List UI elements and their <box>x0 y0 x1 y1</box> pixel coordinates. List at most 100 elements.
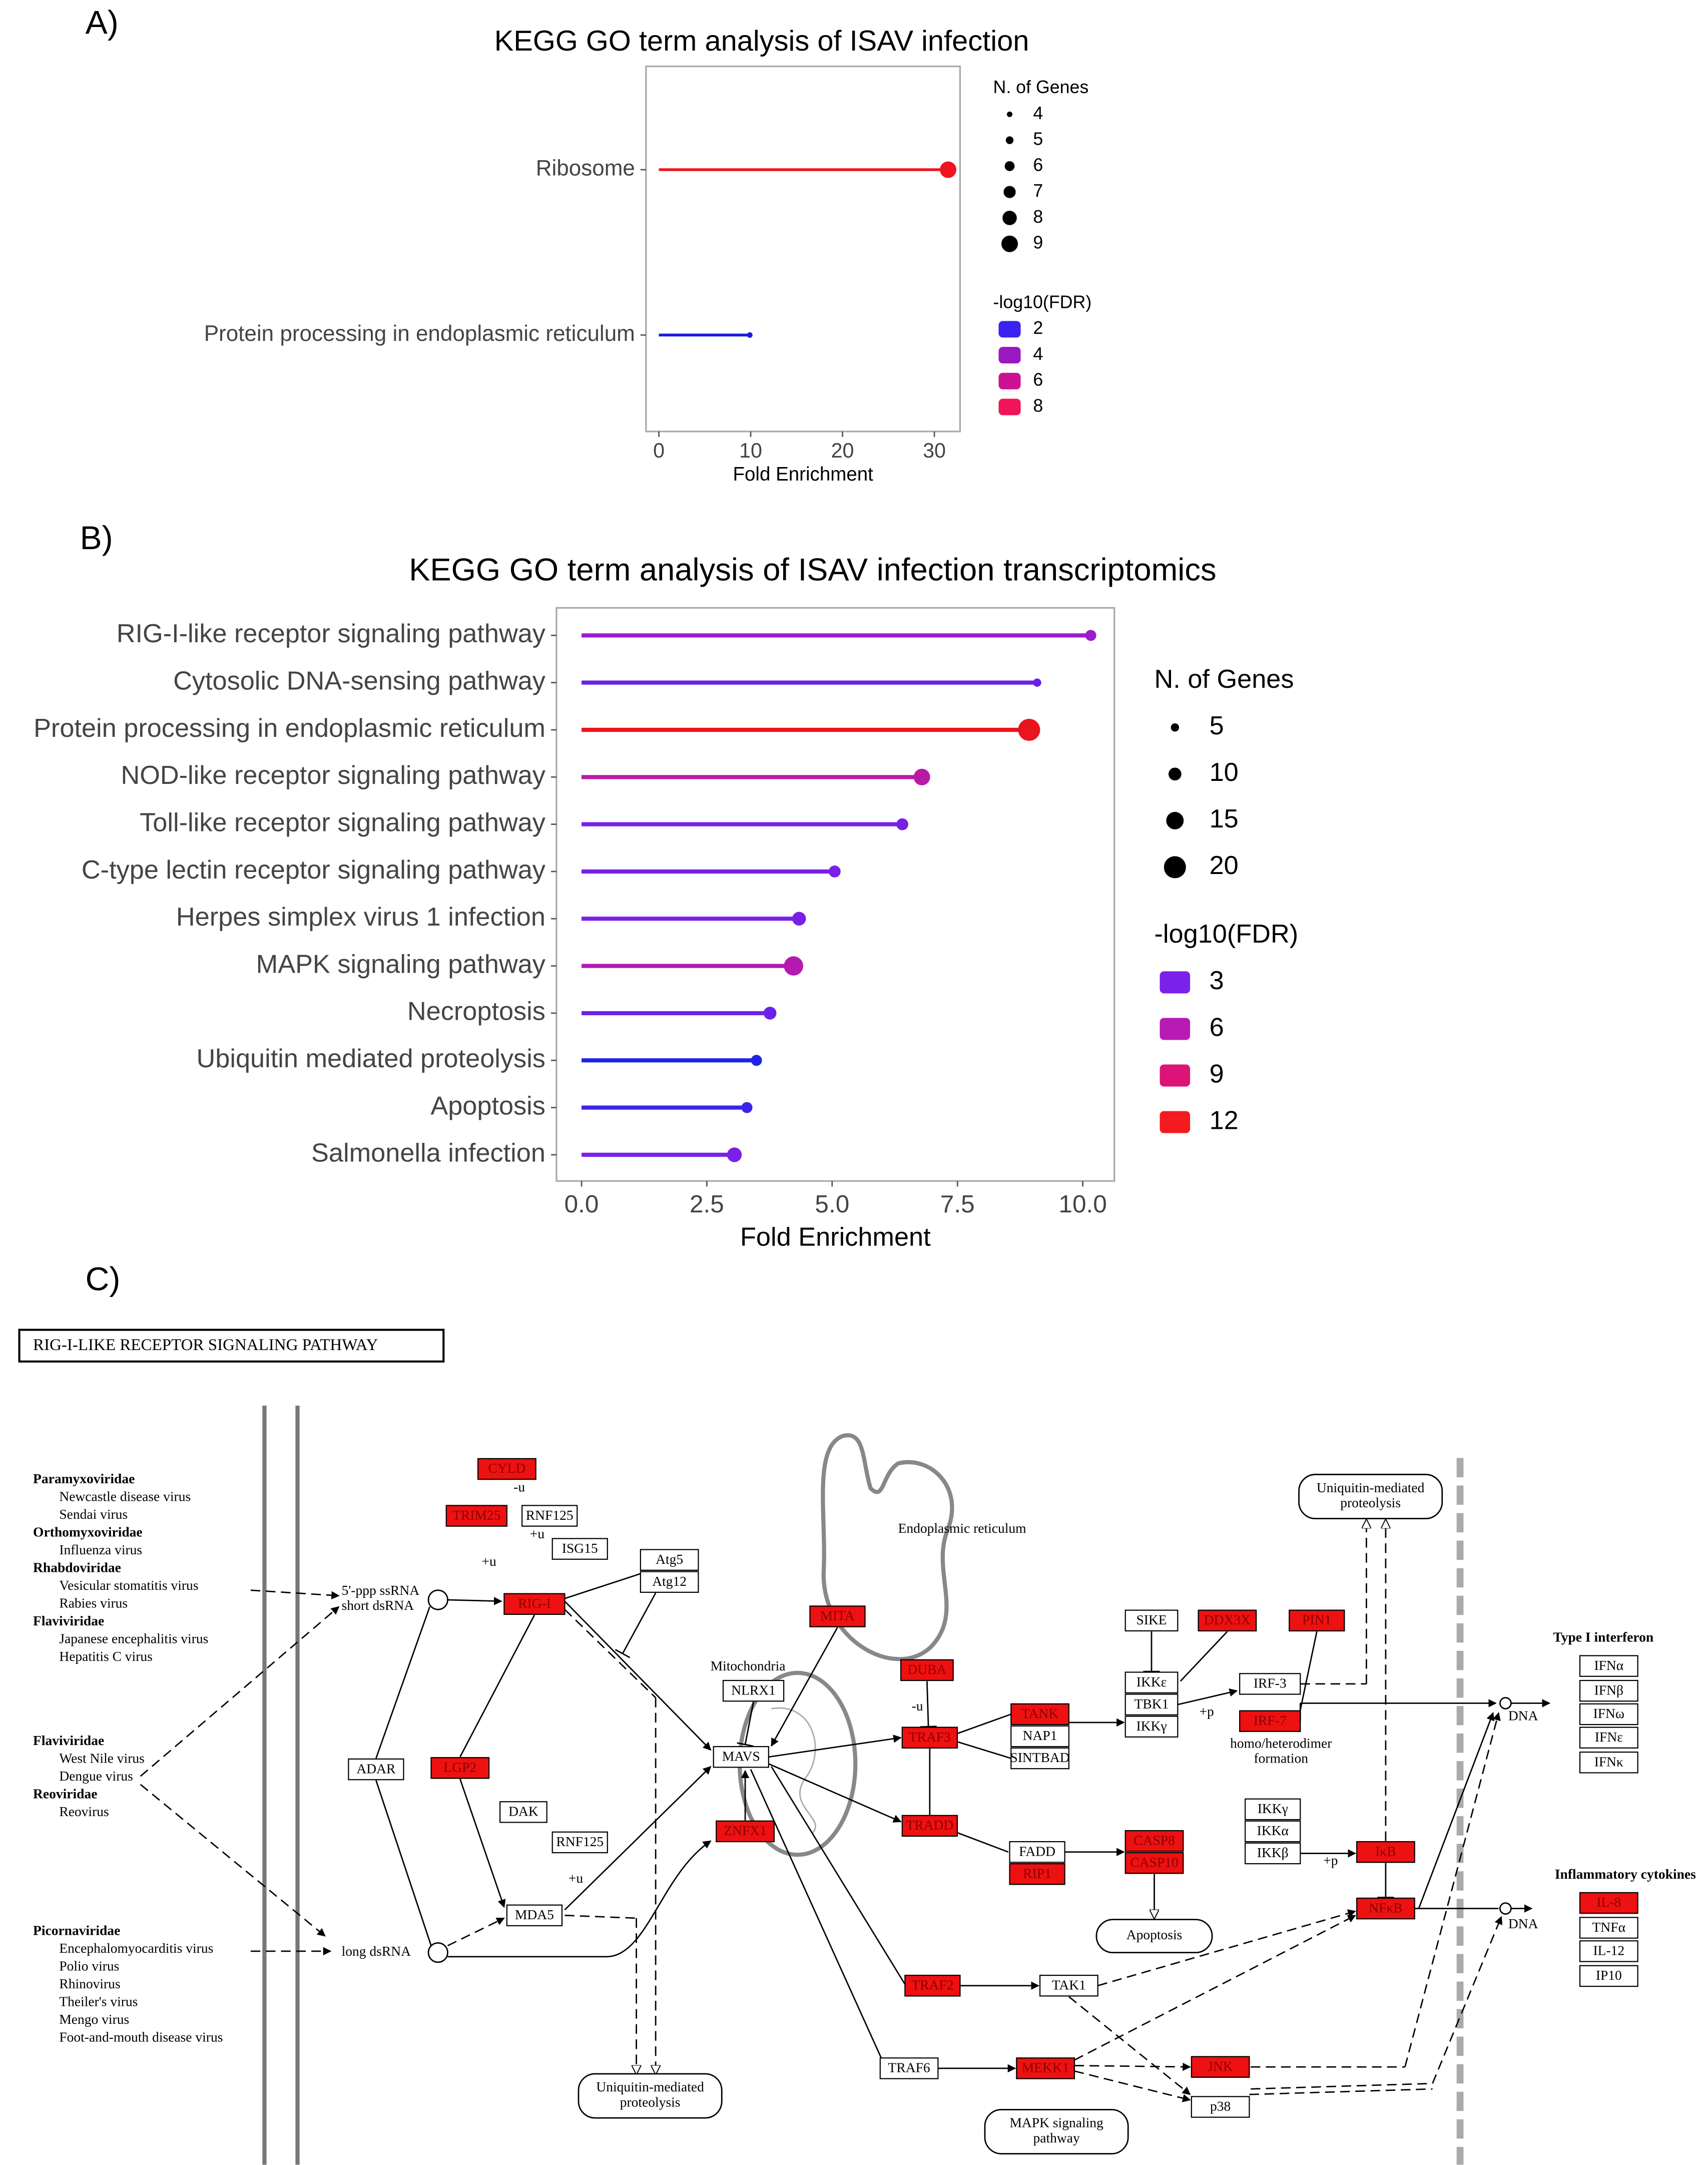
lollipop-head <box>763 1007 777 1020</box>
gene-box <box>1579 1679 1638 1702</box>
legend-size-dot <box>1002 211 1017 225</box>
gene-box <box>1010 1725 1069 1748</box>
gene-label: IFNβ <box>1594 1682 1623 1697</box>
legend-label: 4 <box>1033 344 1043 364</box>
x-tick-label: 2.5 <box>690 1190 724 1218</box>
edge <box>768 1735 902 1758</box>
lollipop-head <box>784 956 803 976</box>
virus-family: Flaviviridae <box>33 1613 104 1628</box>
y-tick-label: Cytosolic DNA-sensing pathway <box>173 666 546 695</box>
x-tick-label: 10.0 <box>1058 1190 1106 1218</box>
gene-label: IKKβ <box>1257 1845 1289 1860</box>
gene-box <box>1356 1897 1415 1920</box>
gene-label: p38 <box>1210 2098 1231 2114</box>
gene-box <box>722 1679 785 1702</box>
gene-label: IKKε <box>1136 1674 1167 1689</box>
diagram-label: Inflammatory cytokines <box>1555 1866 1696 1882</box>
legend-color-swatch <box>1160 1111 1191 1133</box>
gene-box <box>1289 1609 1345 1632</box>
gene-label: NLRX1 <box>731 1682 776 1697</box>
legend-size-dot <box>1168 767 1182 781</box>
gene-label: MEKK1 <box>1022 2060 1069 2075</box>
virus-name: Newcastle disease virus <box>59 1488 191 1504</box>
diagram-label: homo/heterodimer <box>1230 1735 1332 1751</box>
legend-label: 5 <box>1033 129 1043 149</box>
gene-label: MAVS <box>722 1748 760 1764</box>
lollipop-head <box>792 912 806 926</box>
edge <box>564 1609 657 1698</box>
gene-box <box>901 1726 958 1749</box>
edge <box>768 1763 902 1823</box>
lollipop-head <box>1018 718 1040 741</box>
legend-label: 7 <box>1033 181 1043 201</box>
edge <box>564 1600 712 1751</box>
virus-family: Paramyxoviridae <box>33 1471 135 1486</box>
gene-box <box>1124 1830 1184 1852</box>
virus-name: Reovirus <box>59 1804 109 1819</box>
nucleic-acid <box>1499 1902 1512 1915</box>
gene-box <box>901 1815 958 1837</box>
gene-label: TRADD <box>906 1817 953 1833</box>
legend-label: 3 <box>1210 966 1224 995</box>
gene-box <box>1579 1752 1638 1774</box>
gene-label: TRAF3 <box>909 1729 951 1745</box>
gene-label: NAP1 <box>1023 1727 1057 1743</box>
gene-box <box>1579 1703 1638 1725</box>
gene-label: CASP8 <box>1133 1832 1175 1848</box>
plot-panel <box>555 607 1115 1182</box>
legend-size-dot <box>1164 856 1186 879</box>
edge <box>1418 1712 1495 1909</box>
edge <box>926 1681 929 1727</box>
gene-box <box>477 1458 536 1480</box>
lollipop-head <box>896 818 908 830</box>
legend-label: 12 <box>1210 1106 1239 1135</box>
diagram-label: DNA <box>1508 1916 1538 1931</box>
gene-box <box>1124 1609 1179 1632</box>
gene-label: IL-8 <box>1596 1894 1621 1910</box>
gene-box <box>551 1831 608 1854</box>
gene-label: TRAF2 <box>911 1977 953 1992</box>
legend-size-dot <box>1171 723 1180 732</box>
gene-box <box>1009 1841 1065 1863</box>
virus-name: Foot-and-mouth disease virus <box>59 2029 223 2045</box>
y-tick-label: Ubiquitin mediated proteolysis <box>197 1044 545 1073</box>
mitochondria-crista <box>771 1707 817 1834</box>
legend-color-swatch <box>998 321 1021 338</box>
legend-label: 15 <box>1210 804 1239 833</box>
edge <box>1251 2082 1433 2090</box>
lollipop-head <box>747 332 753 338</box>
pathway-box <box>1298 1474 1443 1520</box>
nucleic-acid <box>427 1589 448 1610</box>
lollipop-head <box>1085 630 1096 641</box>
lollipop-head <box>913 768 930 785</box>
edge <box>750 1769 882 2059</box>
gene-label: ZNFX1 <box>724 1823 767 1838</box>
y-tick-label: Protein processing in endoplasmic reticu… <box>34 714 545 743</box>
edge <box>1249 2088 1433 2095</box>
legend-label: 2 <box>1033 318 1043 338</box>
pathway-label: proteolysis <box>620 2094 681 2109</box>
virus-name: Mengo virus <box>59 2011 129 2027</box>
edge <box>744 1701 754 1745</box>
pathway-label: MAPK signaling <box>1009 2115 1103 2130</box>
pathway-box <box>984 2109 1129 2154</box>
gene-box <box>445 1505 507 1527</box>
legend-title: -log10(FDR) <box>1155 920 1299 949</box>
edge <box>957 1741 1011 1759</box>
legend-color-swatch <box>998 346 1021 364</box>
virus-name: Theiler's virus <box>59 1994 138 2009</box>
gene-label: FADD <box>1019 1843 1055 1859</box>
lollipop-head <box>741 1102 753 1113</box>
y-tick-label: Apoptosis <box>430 1091 545 1120</box>
gene-label: MITA <box>820 1608 854 1623</box>
lollipop-head <box>1033 678 1041 687</box>
gene-box <box>1191 2056 1250 2078</box>
diagram-label: long dsRNA <box>342 1943 411 1959</box>
gene-box <box>900 1659 954 1681</box>
gene-box <box>1579 1892 1638 1914</box>
gene-box <box>1245 1820 1301 1843</box>
legend-size-dot <box>1007 111 1013 117</box>
gene-box <box>1579 1965 1638 1987</box>
pathway-label: Uniquitin-mediated <box>596 2079 704 2094</box>
